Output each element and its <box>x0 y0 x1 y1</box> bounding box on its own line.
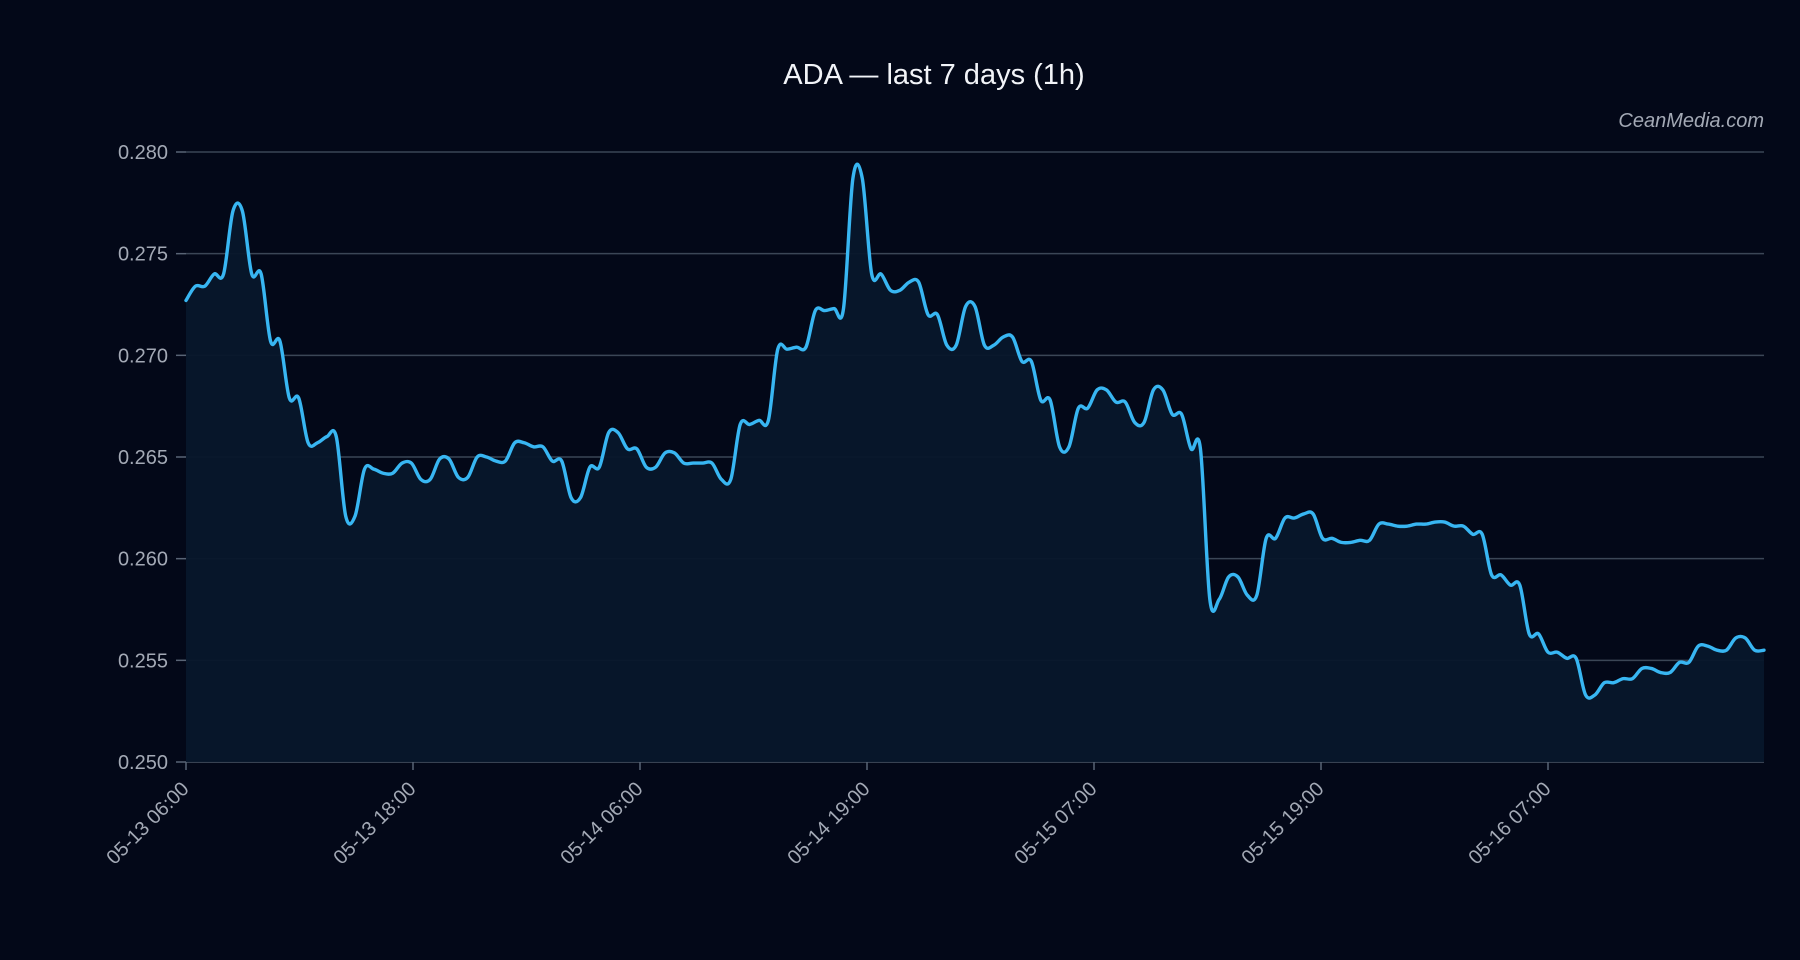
y-tick-label: 0.255 <box>118 650 168 672</box>
x-tick-label: 05-15 19:00 <box>1237 778 1328 869</box>
y-tick-label: 0.280 <box>118 142 168 164</box>
chart-title: ADA — last 7 days (1h) <box>783 59 1084 91</box>
y-axis: 0.250 0.255 0.260 0.265 0.270 0.275 0.280 <box>118 142 186 774</box>
y-tick-label: 0.250 <box>118 752 168 774</box>
x-tick-label: 05-14 19:00 <box>783 778 874 869</box>
y-tick-label: 0.260 <box>118 549 168 571</box>
area-fill <box>186 164 1764 763</box>
x-tick-label: 05-13 06:00 <box>102 778 193 869</box>
y-tick-label: 0.275 <box>118 244 168 266</box>
x-tick-label: 05-16 07:00 <box>1464 778 1555 869</box>
x-tick-label: 05-14 06:00 <box>556 778 647 869</box>
y-tick-label: 0.270 <box>118 345 168 367</box>
x-axis: 05-13 06:00 05-13 18:00 05-14 06:00 05-14 1… <box>102 762 1556 869</box>
watermark: CeanMedia.com <box>1618 110 1764 132</box>
price-line <box>184 162 1766 700</box>
x-tick-label: 05-13 18:00 <box>329 778 420 869</box>
plot-area <box>184 162 1766 763</box>
y-tick-label: 0.265 <box>118 447 168 469</box>
x-tick-label: 05-15 07:00 <box>1010 778 1101 869</box>
